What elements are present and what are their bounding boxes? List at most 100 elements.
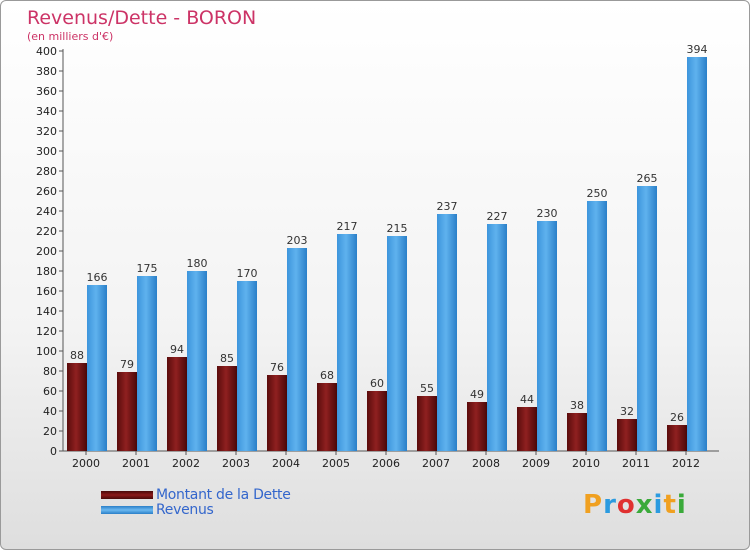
bar-revenus (637, 186, 657, 451)
y-tick-label: 140 (36, 305, 57, 318)
data-label-revenus: 217 (337, 220, 358, 233)
y-tick-label: 280 (36, 165, 57, 178)
chart-title: Revenus/Dette - BORON (27, 7, 256, 29)
bar-revenus (137, 276, 157, 451)
x-tick-label: 2005 (322, 457, 350, 470)
bar-revenus (287, 248, 307, 451)
data-label-dette: 60 (370, 377, 384, 390)
bar-revenus (537, 221, 557, 451)
chart-subtitle: (en milliers d'€) (27, 30, 113, 43)
data-label-dette: 38 (570, 399, 584, 412)
y-tick-label: 120 (36, 325, 57, 338)
bar-revenus (587, 201, 607, 451)
y-tick-label: 380 (36, 65, 57, 78)
bar-revenus (187, 271, 207, 451)
y-tick-label: 0 (50, 445, 57, 458)
data-label-revenus: 166 (87, 271, 108, 284)
bar-chart: Revenus/Dette - BORON (en milliers d'€) … (27, 7, 719, 470)
data-label-dette: 88 (70, 349, 84, 362)
y-tick-label: 360 (36, 85, 57, 98)
x-tick-label: 2012 (672, 457, 700, 470)
data-label-dette: 26 (670, 411, 684, 424)
legend-label-dette: Montant de la Dette (156, 486, 291, 503)
bar-dette (667, 425, 687, 451)
bar-revenus (437, 214, 457, 451)
x-tick-label: 2011 (622, 457, 650, 470)
x-tick-label: 2007 (422, 457, 450, 470)
y-tick-label: 60 (43, 385, 57, 398)
x-tick-label: 2004 (272, 457, 300, 470)
data-label-revenus: 170 (237, 267, 258, 280)
y-tick-label: 320 (36, 125, 57, 138)
data-label-dette: 94 (170, 343, 184, 356)
logo-letter: i (676, 490, 687, 520)
data-label-dette: 68 (320, 369, 334, 382)
y-tick-label: 400 (36, 45, 57, 58)
bar-revenus (487, 224, 507, 451)
legend-label-revenus: Revenus (156, 501, 214, 518)
y-tick-label: 180 (36, 265, 57, 278)
logo-letter: i (653, 490, 664, 520)
x-tick-label: 2001 (122, 457, 150, 470)
bar-dette (467, 402, 487, 451)
data-label-dette: 79 (120, 358, 134, 371)
data-label-dette: 49 (470, 388, 484, 401)
y-tick-label: 220 (36, 225, 57, 238)
data-label-revenus: 203 (287, 234, 308, 247)
bar-revenus (87, 285, 107, 451)
bar-dette (317, 383, 337, 451)
proxiti-logo: Proxiti (583, 490, 687, 520)
data-label-dette: 85 (220, 352, 234, 365)
data-label-dette: 55 (420, 382, 434, 395)
legend-swatch-revenus (101, 505, 153, 514)
bar-dette (267, 375, 287, 451)
x-tick-label: 2000 (72, 457, 100, 470)
data-label-dette: 76 (270, 361, 284, 374)
y-tick-label: 100 (36, 345, 57, 358)
bar-revenus (687, 57, 707, 451)
data-label-dette: 32 (620, 405, 634, 418)
y-axis: 0 20 40 60 80 100 120 140 160 180 200 220 240 260 280 3… (36, 45, 64, 458)
x-tick-label: 2003 (222, 457, 250, 470)
y-tick-label: 340 (36, 105, 57, 118)
legend: Montant de la Dette Revenus (101, 486, 291, 518)
data-label-revenus: 215 (387, 222, 408, 235)
data-label-dette: 44 (520, 393, 534, 406)
y-tick-label: 200 (36, 245, 57, 258)
y-tick-label: 40 (43, 405, 57, 418)
y-tick-label: 240 (36, 205, 57, 218)
logo-letter: o (616, 490, 636, 520)
data-label-revenus: 180 (187, 257, 208, 270)
y-tick-label: 260 (36, 185, 57, 198)
y-tick-label: 300 (36, 145, 57, 158)
legend-item-dette: Montant de la Dette (101, 486, 291, 503)
data-label-revenus: 230 (537, 207, 558, 220)
data-label-revenus: 237 (437, 200, 458, 213)
x-tick-label: 2009 (522, 457, 550, 470)
bar-dette (367, 391, 387, 451)
bar-dette (67, 363, 87, 451)
x-axis: 2000 2001 2002 2003 2004 2005 2006 2007 2008 2009… (63, 450, 719, 470)
bar-dette (517, 407, 537, 451)
bar-revenus (237, 281, 257, 451)
bar-dette (567, 413, 587, 451)
bar-revenus (337, 234, 357, 451)
bar-dette (117, 372, 137, 451)
legend-swatch-dette (101, 490, 153, 499)
bar-dette (617, 419, 637, 451)
x-tick-label: 2008 (472, 457, 500, 470)
data-label-revenus: 265 (637, 172, 658, 185)
y-tick-label: 20 (43, 425, 57, 438)
y-tick-label: 160 (36, 285, 57, 298)
data-label-revenus: 394 (687, 43, 708, 56)
bar-dette (167, 357, 187, 451)
y-tick-label: 80 (43, 365, 57, 378)
bar-dette (417, 396, 437, 451)
bars: 88 166 79 175 94 180 85 170 76 203 68 217 60 215 55 237… (67, 43, 708, 451)
x-tick-label: 2002 (172, 457, 200, 470)
x-tick-label: 2006 (372, 457, 400, 470)
logo-letter: r (603, 490, 617, 520)
x-tick-label: 2010 (572, 457, 600, 470)
bar-dette (217, 366, 237, 451)
